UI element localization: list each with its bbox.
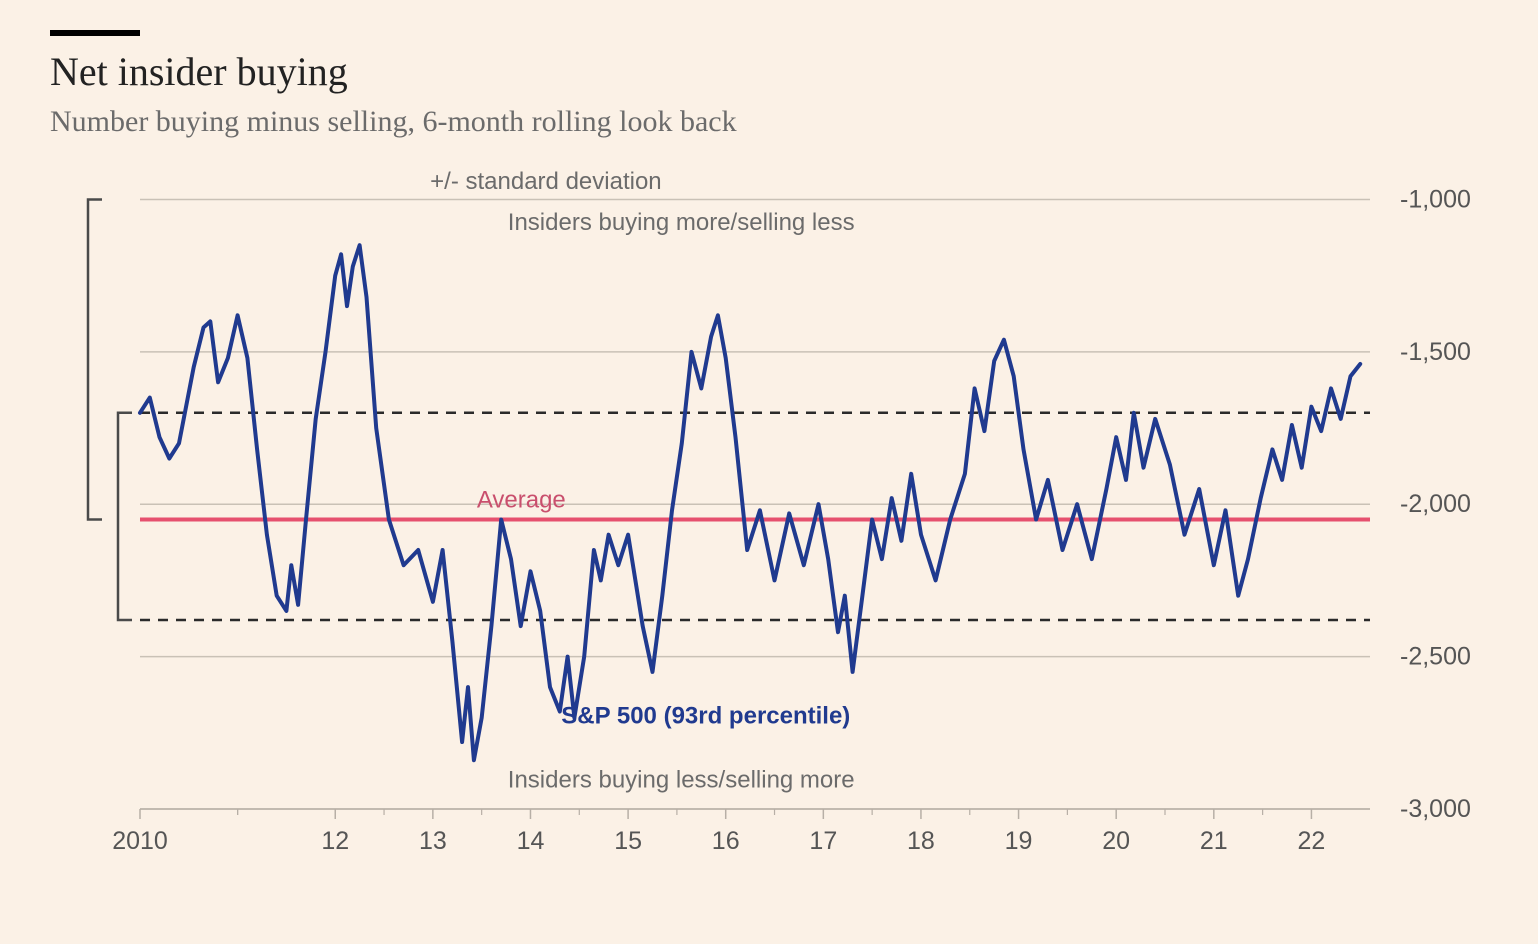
y-tick-label: -3,000 bbox=[1400, 795, 1470, 823]
x-tick-label: 22 bbox=[1298, 827, 1326, 855]
x-tick-label: 2010 bbox=[112, 827, 168, 855]
chart-svg: -1,000-1,500-2,000-2,500-3,000Average201… bbox=[50, 169, 1470, 889]
y-tick-label: -2,500 bbox=[1400, 643, 1470, 671]
average-label: Average bbox=[477, 486, 566, 513]
series-line bbox=[140, 245, 1360, 760]
x-tick-label: 16 bbox=[712, 827, 740, 855]
y-tick-label: -1,500 bbox=[1400, 338, 1470, 366]
x-tick-label: 19 bbox=[1005, 827, 1033, 855]
buying-more-label: Insiders buying more/selling less bbox=[508, 209, 855, 236]
sd-label: +/- standard deviation bbox=[430, 169, 661, 195]
bracket bbox=[88, 199, 102, 519]
accent-bar bbox=[50, 30, 140, 36]
y-tick-label: -1,000 bbox=[1400, 185, 1470, 213]
chart-subtitle: Number buying minus selling, 6-month rol… bbox=[50, 105, 1488, 139]
chart-title: Net insider buying bbox=[50, 48, 1488, 95]
x-tick-label: 17 bbox=[809, 827, 837, 855]
x-tick-label: 21 bbox=[1200, 827, 1228, 855]
x-tick-label: 15 bbox=[614, 827, 642, 855]
x-tick-label: 18 bbox=[907, 827, 935, 855]
y-tick-label: -2,000 bbox=[1400, 490, 1470, 518]
buying-less-label: Insiders buying less/selling more bbox=[508, 767, 855, 794]
x-tick-label: 14 bbox=[517, 827, 545, 855]
x-tick-label: 20 bbox=[1102, 827, 1130, 855]
chart-area: -1,000-1,500-2,000-2,500-3,000Average201… bbox=[50, 169, 1470, 889]
x-tick-label: 13 bbox=[419, 827, 447, 855]
series-label: S&P 500 (93rd percentile) bbox=[561, 703, 850, 730]
x-tick-label: 12 bbox=[321, 827, 349, 855]
bracket bbox=[118, 413, 132, 620]
